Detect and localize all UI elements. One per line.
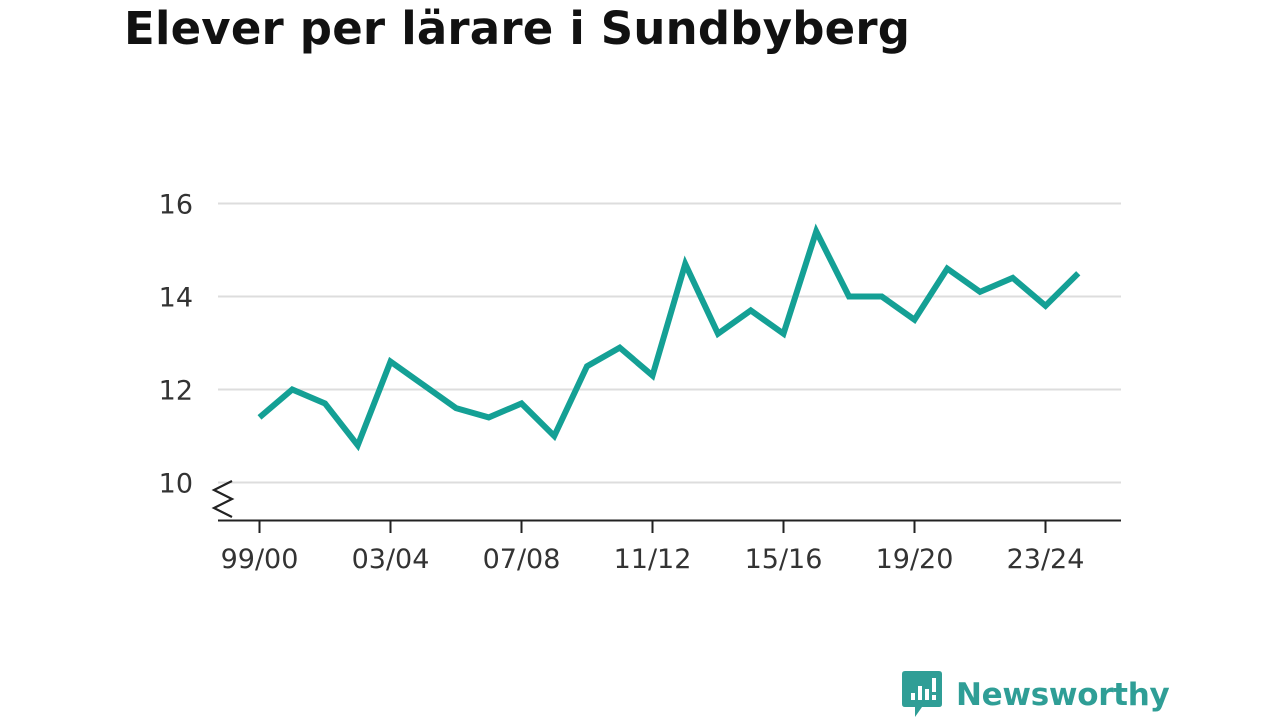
x-tick-label: 11/12 (614, 544, 692, 575)
newsworthy-logo: Newsworthy (902, 670, 1170, 720)
x-tick-label: 07/08 (483, 544, 561, 575)
y-tick-label: 12 (159, 376, 193, 407)
x-tick-label: 15/16 (745, 544, 823, 575)
brand-name: Newsworthy (956, 677, 1170, 713)
x-tick-label: 03/04 (352, 544, 430, 575)
newsworthy-logo-icon (902, 671, 942, 717)
chart-title: Elever per lärare i Sundbyberg (124, 2, 911, 55)
y-axis-ticks: 10 12 14 16 (159, 190, 193, 500)
y-axis-break-mark (211, 480, 235, 518)
gridlines (218, 202, 1121, 484)
x-tick-label: 99/00 (221, 544, 299, 575)
y-tick-label: 16 (159, 190, 193, 221)
y-tick-label: 10 (159, 469, 193, 500)
x-tick-label: 23/24 (1007, 544, 1085, 575)
x-axis-ticks: 99/00 03/04 07/08 11/12 15/16 19/20 23/24 (221, 521, 1085, 575)
x-tick-label: 19/20 (876, 544, 954, 575)
y-tick-label: 14 (159, 283, 193, 314)
series-line (257, 223, 1081, 452)
